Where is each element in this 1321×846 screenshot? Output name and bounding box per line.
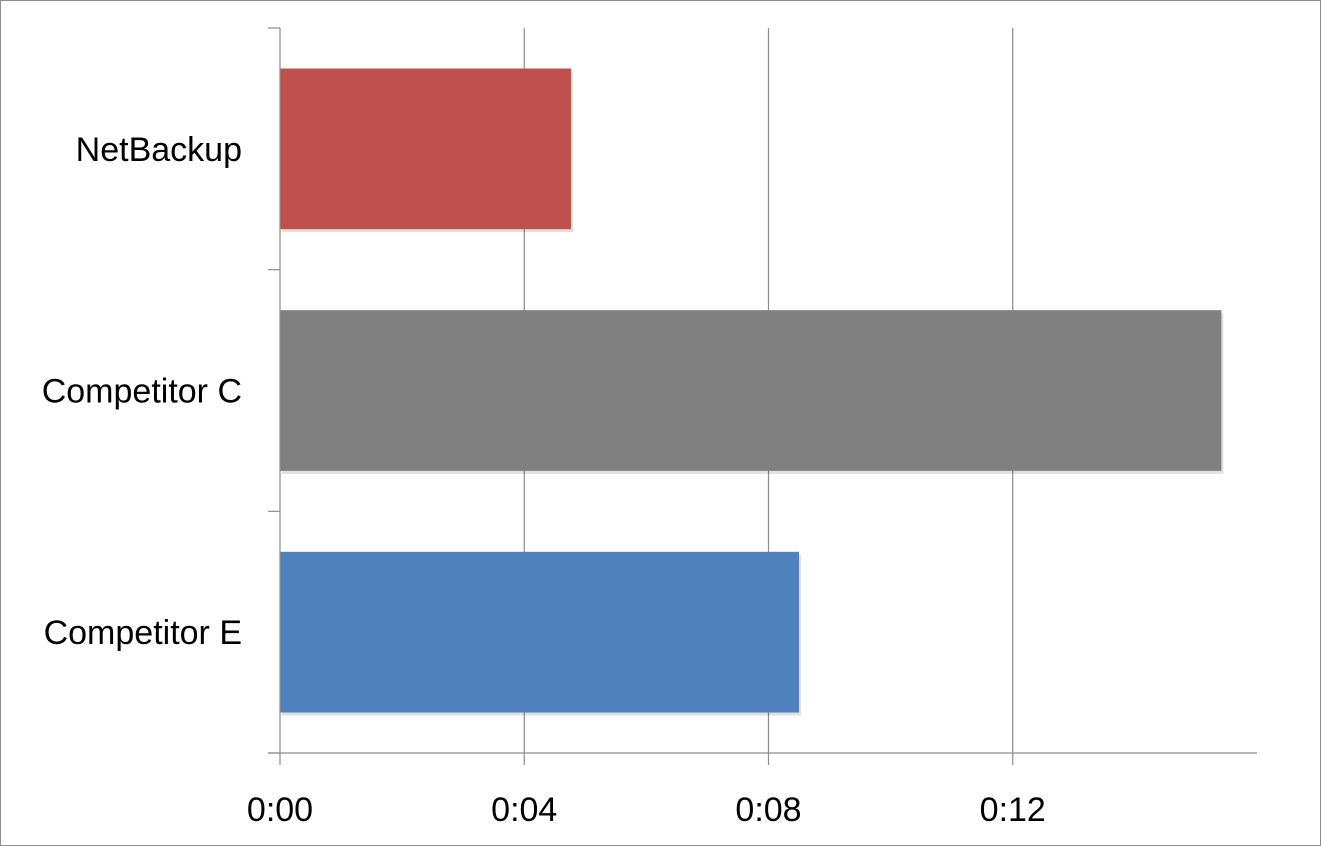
bars	[280, 68, 1224, 716]
bar-competitor-e	[280, 551, 800, 713]
axes	[268, 27, 1257, 765]
x-tick-label: 0:00	[247, 791, 313, 829]
x-tick-label: 0:08	[735, 791, 801, 829]
x-tick-label: 0:04	[491, 791, 557, 829]
category-label: NetBackup	[76, 131, 242, 169]
x-tick-label: 0:12	[980, 791, 1046, 829]
labels: NetBackup Competitor C Competitor E 0:00 0:0…	[42, 131, 1046, 829]
bar-competitor-c	[280, 310, 1222, 471]
bar-netbackup	[280, 68, 572, 230]
category-label: Competitor E	[44, 614, 242, 652]
category-label: Competitor C	[42, 373, 242, 411]
